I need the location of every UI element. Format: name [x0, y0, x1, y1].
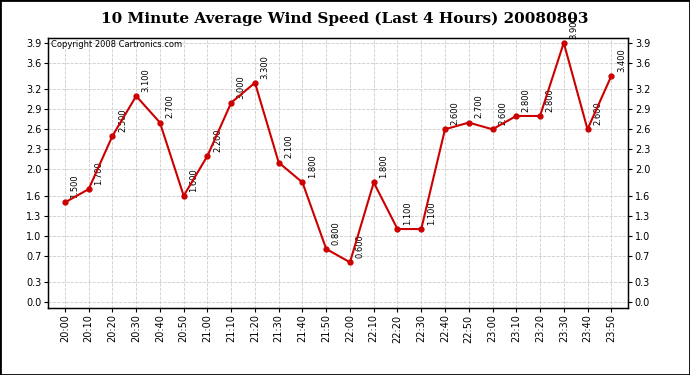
Text: 2.700: 2.700 [166, 95, 175, 118]
Text: 1.800: 1.800 [380, 154, 388, 178]
Text: 3.900: 3.900 [569, 15, 578, 39]
Text: 2.500: 2.500 [118, 108, 127, 132]
Text: 2.800: 2.800 [546, 88, 555, 112]
Text: 2.600: 2.600 [593, 101, 602, 125]
Text: 1.500: 1.500 [70, 175, 79, 198]
Text: 3.400: 3.400 [617, 48, 626, 72]
Text: 2.600: 2.600 [451, 101, 460, 125]
Text: 2.700: 2.700 [474, 95, 483, 118]
Text: 2.600: 2.600 [498, 101, 507, 125]
Text: 2.800: 2.800 [522, 88, 531, 112]
Text: 1.600: 1.600 [189, 168, 198, 192]
Text: 3.100: 3.100 [141, 68, 150, 92]
Text: 3.000: 3.000 [237, 75, 246, 99]
Text: 0.800: 0.800 [332, 221, 341, 245]
Text: 0.600: 0.600 [355, 234, 364, 258]
Text: 10 Minute Average Wind Speed (Last 4 Hours) 20080803: 10 Minute Average Wind Speed (Last 4 Hou… [101, 11, 589, 26]
Text: Copyright 2008 Cartronics.com: Copyright 2008 Cartronics.com [51, 40, 182, 49]
Text: 2.100: 2.100 [284, 135, 293, 158]
Text: 2.200: 2.200 [213, 128, 222, 152]
Text: 1.800: 1.800 [308, 154, 317, 178]
Text: 1.100: 1.100 [403, 201, 412, 225]
Text: 1.700: 1.700 [95, 161, 103, 185]
Text: 3.300: 3.300 [261, 55, 270, 78]
Text: 1.100: 1.100 [427, 201, 436, 225]
